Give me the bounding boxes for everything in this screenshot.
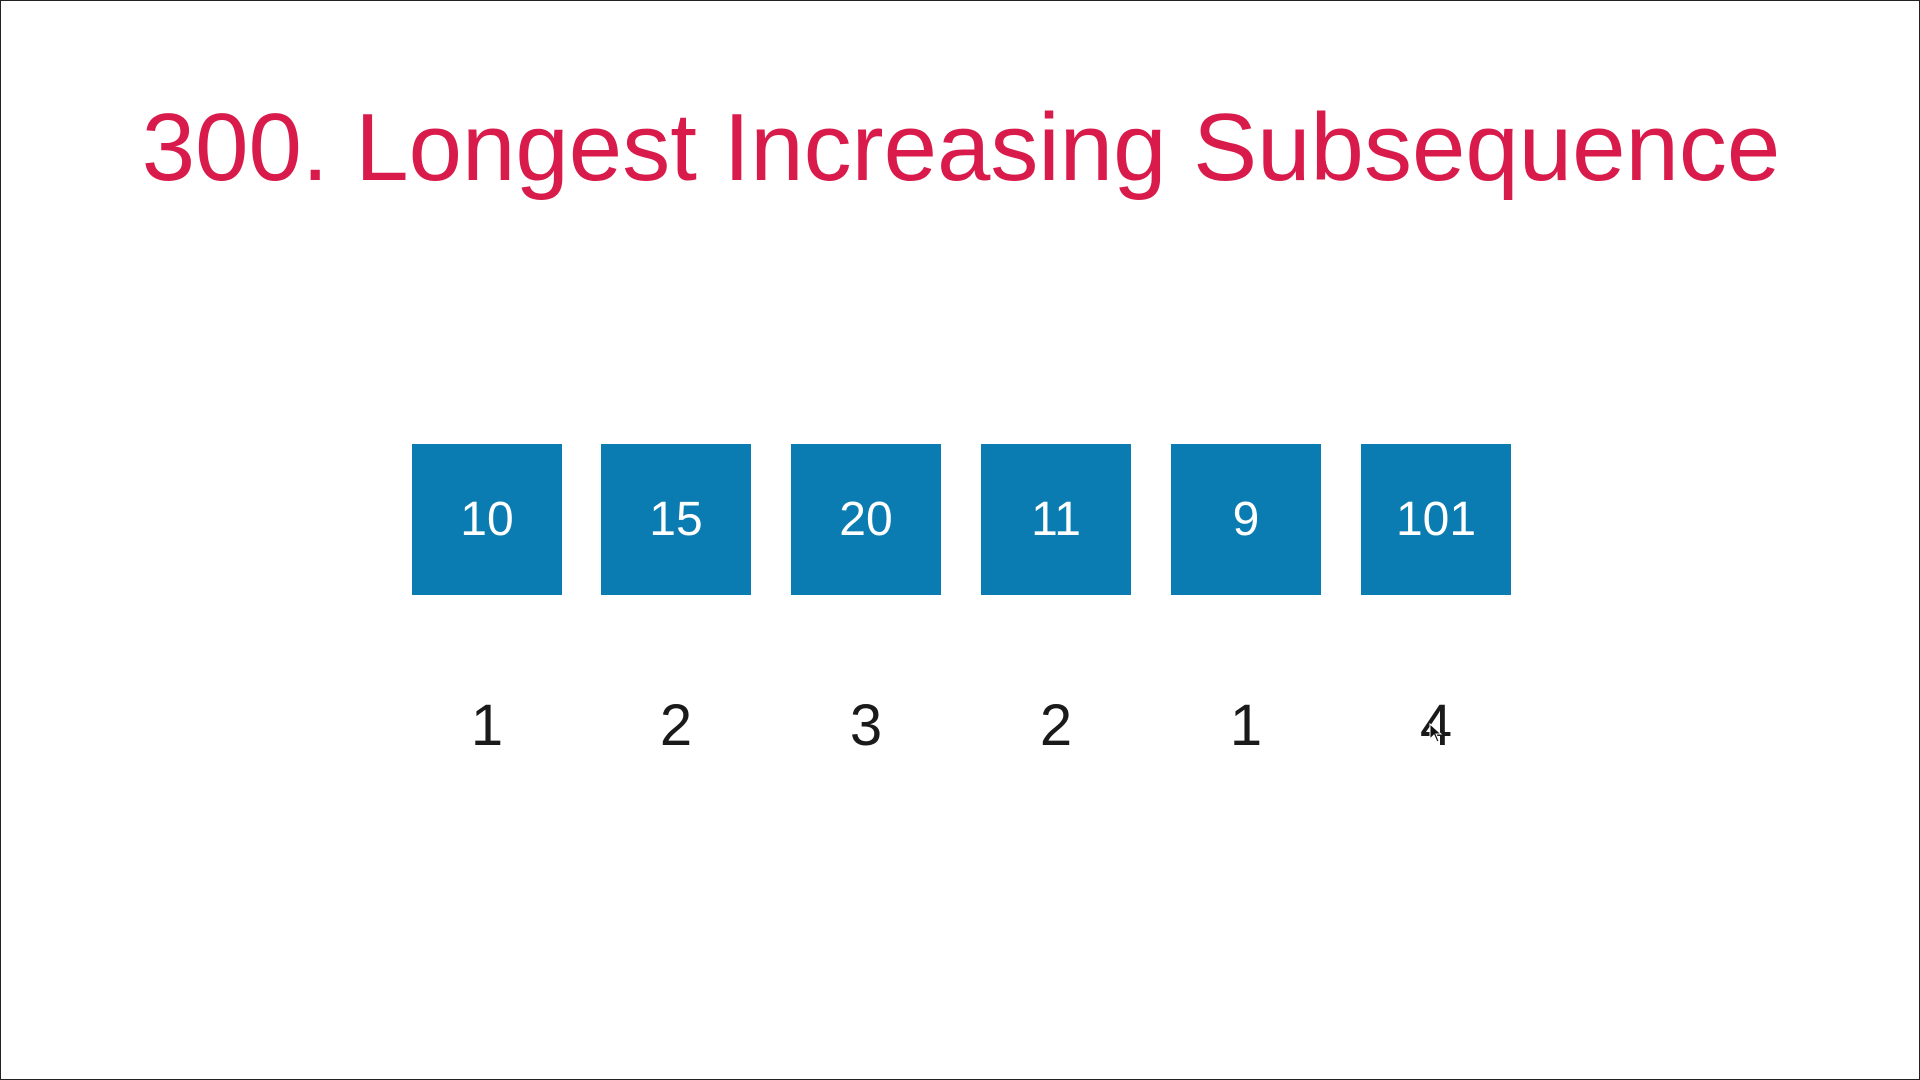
- array-cell: 11: [981, 444, 1131, 595]
- array-cell: 15: [601, 444, 751, 595]
- mouse-pointer-icon: [1429, 723, 1443, 743]
- dp-value: 1: [470, 693, 504, 758]
- array-cell: 9: [1171, 444, 1321, 595]
- array-cell: 10: [412, 444, 562, 595]
- array-cell: 20: [791, 444, 941, 595]
- dp-value: 2: [659, 693, 693, 758]
- array-cell: 101: [1361, 444, 1511, 595]
- dp-value: 1: [1229, 693, 1263, 758]
- slide-title: 300. Longest Increasing Subsequence: [141, 94, 1781, 201]
- dp-value: 3: [849, 693, 883, 758]
- dp-value: 2: [1039, 693, 1073, 758]
- dp-value: 4: [1419, 693, 1453, 758]
